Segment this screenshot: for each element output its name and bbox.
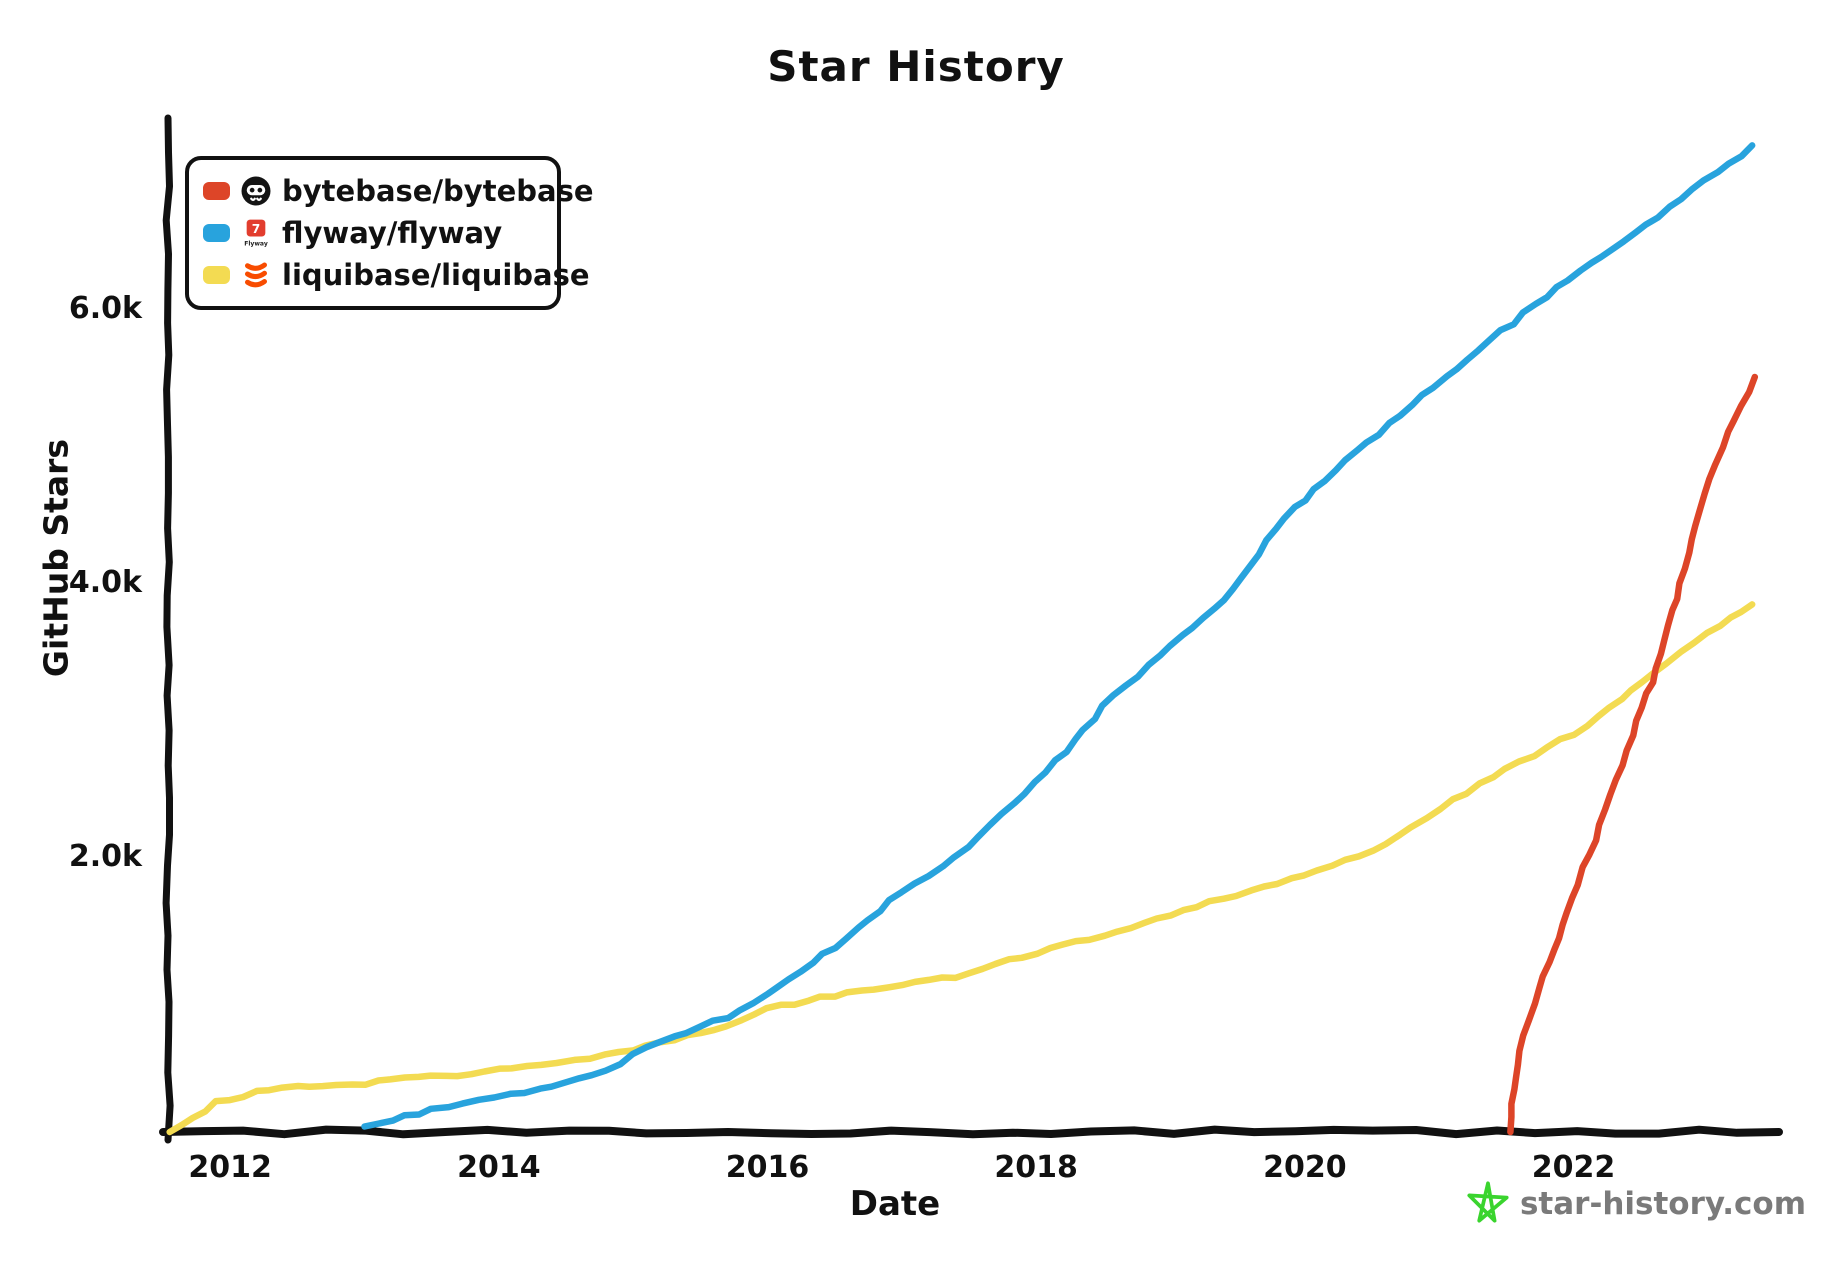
legend-label: bytebase/bytebase — [282, 173, 594, 208]
legend-item-bytebase[interactable]: bytebase/bytebase — [203, 176, 594, 206]
series-line-bytebase — [1507, 373, 1759, 1136]
legend: bytebase/bytebase 7 Flyway flyway/flyway liq… — [185, 156, 594, 310]
legend-color-swatch — [203, 266, 230, 284]
flyway-icon: 7 Flyway — [241, 218, 271, 248]
y-tick-4.0k: 4.0k — [68, 564, 142, 600]
legend-color-swatch — [203, 224, 230, 242]
legend-color-swatch — [203, 182, 230, 200]
series-line-liquibase — [166, 601, 1756, 1136]
x-tick-2014: 2014 — [457, 1150, 541, 1185]
watermark[interactable]: star-history.com — [1466, 1180, 1806, 1228]
legend-label: flyway/flyway — [282, 215, 503, 250]
y-tick-2.0k: 2.0k — [68, 838, 142, 874]
legend-item-flyway[interactable]: 7 Flyway flyway/flyway — [203, 218, 543, 248]
chart-title: Star History — [767, 42, 1065, 91]
legend-label: liquibase/liquibase — [282, 257, 590, 292]
x-tick-2016: 2016 — [725, 1150, 810, 1185]
svg-text:Flyway: Flyway — [244, 240, 268, 247]
y-tick-6.0k: 6.0k — [68, 290, 142, 326]
x-axis-title: Date — [849, 1184, 941, 1224]
x-tick-2018: 2018 — [994, 1150, 1078, 1185]
svg-text:7: 7 — [252, 222, 261, 236]
series-line-flyway — [361, 142, 1756, 1130]
y-axis-title: GitHub Stars — [36, 438, 76, 678]
x-axis-line — [159, 1125, 1783, 1139]
bytebase-icon — [241, 176, 271, 206]
watermark-link[interactable]: star-history.com — [1519, 1186, 1806, 1222]
x-tick-2022: 2022 — [1531, 1150, 1616, 1185]
x-tick-2020: 2020 — [1263, 1150, 1347, 1185]
star-doodle-icon — [1466, 1180, 1510, 1228]
legend-item-liquibase[interactable]: liquibase/liquibase — [203, 260, 590, 290]
liquibase-icon — [241, 260, 271, 290]
x-tick-2012: 2012 — [188, 1150, 272, 1185]
y-axis-line — [162, 114, 174, 1144]
